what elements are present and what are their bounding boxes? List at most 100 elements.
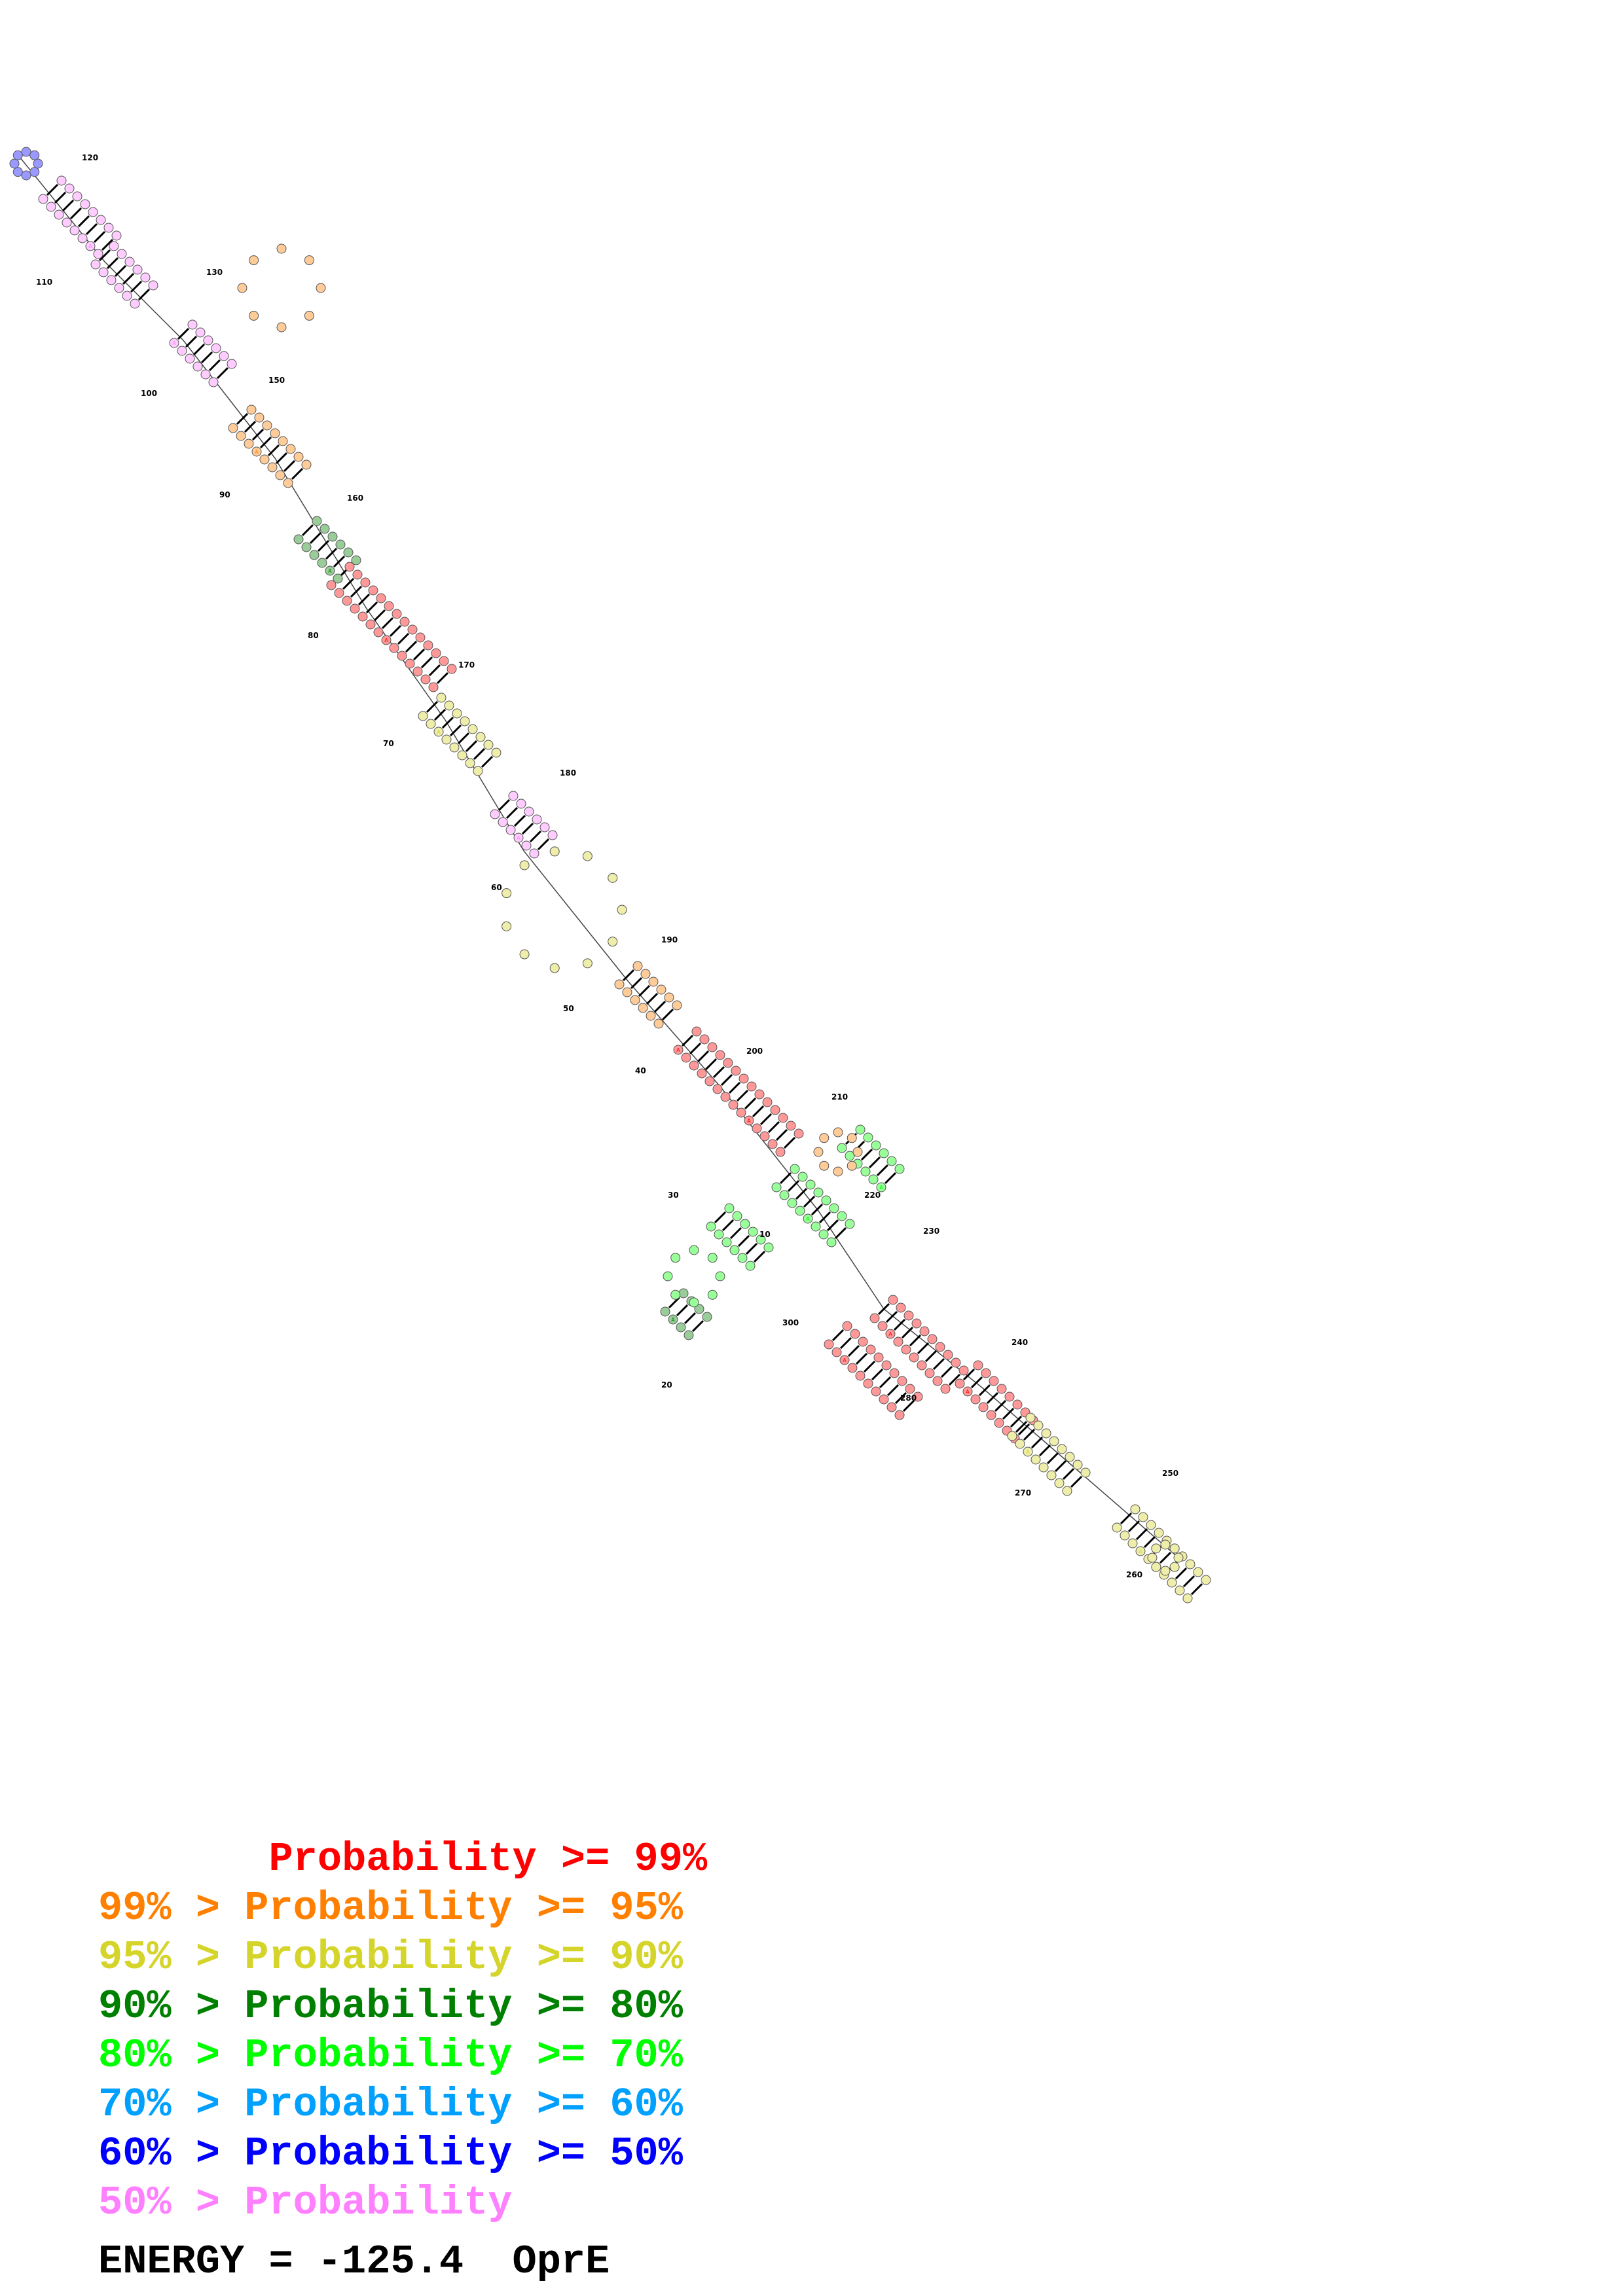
base-pair-bond (426, 700, 439, 713)
base-pair-bond (267, 444, 280, 457)
nucleotide (431, 648, 441, 658)
nucleotide (847, 1363, 858, 1373)
nucleotide (130, 298, 140, 309)
nucleotide (1154, 1528, 1164, 1538)
legend-line-90: 95% > Probability >= 90% (98, 1937, 683, 1978)
nucleotide (270, 428, 280, 439)
nucleotide (681, 1052, 691, 1063)
nucleotide (1057, 1444, 1067, 1454)
nucleotide (996, 1384, 1007, 1394)
nucleotide (702, 1312, 712, 1322)
nucleotide (208, 377, 219, 387)
base-pair-bond (863, 1360, 876, 1373)
nucleotide (93, 249, 103, 259)
nucleotide (756, 1234, 766, 1245)
base-pair-bond (62, 199, 75, 212)
nucleotide (845, 1219, 855, 1229)
base-pair-bond (704, 1058, 718, 1071)
nucleotide (663, 1271, 673, 1282)
nucleotide (539, 822, 550, 833)
nucleotide (114, 283, 124, 293)
nucleotide (9, 158, 20, 169)
nucleotide (254, 412, 264, 423)
position-label: 100 (141, 389, 157, 398)
position-label: 90 (219, 490, 230, 499)
nucleotide (855, 1371, 866, 1381)
nucleotide (1065, 1452, 1075, 1462)
nucleotide (940, 1384, 951, 1394)
nucleotide (582, 958, 593, 969)
nucleotide (707, 1042, 718, 1052)
nucleotide (148, 280, 158, 291)
nucleotide (72, 191, 82, 202)
nucleotide (721, 1237, 732, 1247)
nucleotide (860, 1166, 871, 1177)
nucleotide (813, 1147, 824, 1157)
nucleotide (740, 1219, 750, 1229)
base-pair-bond (93, 230, 106, 243)
base-pair-bond (879, 1376, 892, 1389)
nucleotide (244, 439, 254, 449)
nucleotide (879, 1148, 889, 1158)
nucleotide (855, 1124, 866, 1135)
legend-line-99: Probability >= 99% (98, 1839, 707, 1880)
nucleotide (335, 539, 346, 550)
nucleotide (863, 1378, 873, 1389)
nucleotide (516, 798, 526, 809)
position-label: 40 (635, 1066, 646, 1075)
nucleotide (797, 1172, 808, 1182)
nucleotide (1175, 1585, 1185, 1596)
nucleotide (842, 1321, 852, 1331)
legend-line-lt50: 50% > Probability (98, 2183, 513, 2223)
position-label: 260 (1126, 1570, 1142, 1579)
nucleotide (759, 1131, 770, 1141)
base-pair-bond (283, 459, 296, 473)
base-pair-bond (932, 1357, 945, 1371)
nucleotide (1080, 1467, 1091, 1478)
base-pair-bond (251, 428, 264, 441)
nucleotide (301, 459, 312, 470)
nucleotide (304, 310, 314, 321)
nucleotide: A (381, 635, 392, 645)
nucleotide (46, 202, 56, 212)
nucleotide (373, 627, 384, 637)
nucleotide (824, 1339, 834, 1350)
position-label: 220 (864, 1191, 881, 1200)
nucleotide (813, 1187, 824, 1198)
nucleotide (660, 1306, 670, 1317)
nucleotide (12, 167, 23, 177)
nucleotide (501, 888, 512, 899)
nucleotide (689, 1297, 699, 1308)
nucleotide (795, 1206, 805, 1216)
nucleotide (357, 611, 368, 622)
base-pair-bond (259, 436, 272, 449)
nucleotide (428, 682, 439, 692)
base-pair-bond (737, 1234, 750, 1247)
nucleotide (1120, 1530, 1130, 1541)
base-pair-bond (728, 1081, 741, 1094)
nucleotide (911, 1318, 922, 1329)
nucleotide (879, 1394, 889, 1405)
base-pair-bond (436, 672, 449, 685)
svg-text:A: A (671, 1317, 675, 1323)
legend-line-70: 80% > Probability >= 70% (98, 2036, 683, 2076)
base-pairs (46, 183, 1203, 1596)
nucleotide (185, 353, 195, 364)
nucleotide (219, 351, 229, 361)
nucleotide (309, 550, 319, 560)
base-pair-bond (917, 1342, 930, 1355)
nucleotide (483, 740, 494, 750)
position-label: 10 (759, 1230, 771, 1239)
base-pair-bond (1120, 1512, 1133, 1525)
nucleotide (917, 1360, 927, 1371)
base-pair-bond (513, 814, 526, 827)
base-pair-bond (1023, 1428, 1036, 1441)
nucleotide: A (744, 1115, 754, 1126)
nucleotide (994, 1418, 1004, 1428)
base-pair-bond (236, 412, 249, 425)
nucleotide (767, 1139, 778, 1149)
base-pair-bond (200, 351, 213, 364)
nucleotide (211, 343, 221, 353)
nucleotide (420, 674, 431, 685)
nucleotide (847, 1133, 857, 1143)
